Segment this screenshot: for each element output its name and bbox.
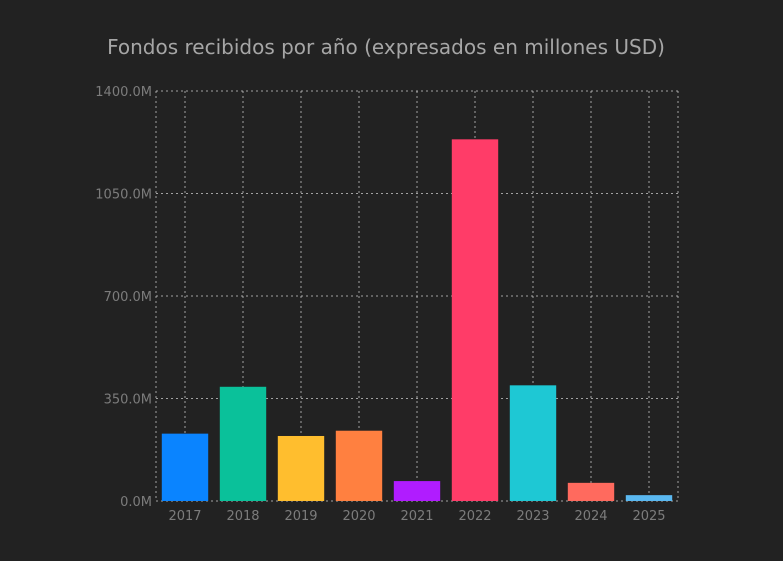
- x-axis-ticks: 2017 2018 2019 2020 2021 2022 2023 2024 2025: [168, 509, 665, 524]
- x-tick-label: 2025: [632, 509, 665, 524]
- chart-title: Fondos recibidos por año (expresados en …: [107, 35, 665, 59]
- x-tick-label: 2022: [458, 509, 491, 524]
- x-tick-label: 2017: [168, 509, 201, 524]
- bar-2018[interactable]: [219, 386, 267, 501]
- x-tick-label: 2021: [400, 509, 433, 524]
- y-tick-label: 0.0M: [120, 495, 152, 510]
- y-tick-label: 1400.0M: [95, 85, 152, 100]
- x-tick-label: 2019: [284, 509, 317, 524]
- x-tick-label: 2018: [226, 509, 259, 524]
- bar-2017[interactable]: [161, 433, 209, 501]
- y-tick-label: 700.0M: [104, 290, 152, 305]
- bar-2025[interactable]: [625, 495, 673, 501]
- bar-2023[interactable]: [509, 385, 557, 501]
- x-tick-label: 2024: [574, 509, 607, 524]
- bar-2024[interactable]: [567, 482, 615, 501]
- bar-2020[interactable]: [335, 430, 383, 501]
- bars: [161, 139, 673, 502]
- bar-2021[interactable]: [393, 481, 441, 501]
- bar-2019[interactable]: [277, 435, 325, 501]
- x-tick-label: 2020: [342, 509, 375, 524]
- y-tick-label: 350.0M: [104, 393, 152, 408]
- y-tick-label: 1050.0M: [95, 188, 152, 203]
- x-tick-label: 2023: [516, 509, 549, 524]
- y-axis-ticks: 0.0M 350.0M 700.0M 1050.0M 1400.0M: [95, 85, 152, 510]
- bar-2022[interactable]: [451, 139, 499, 502]
